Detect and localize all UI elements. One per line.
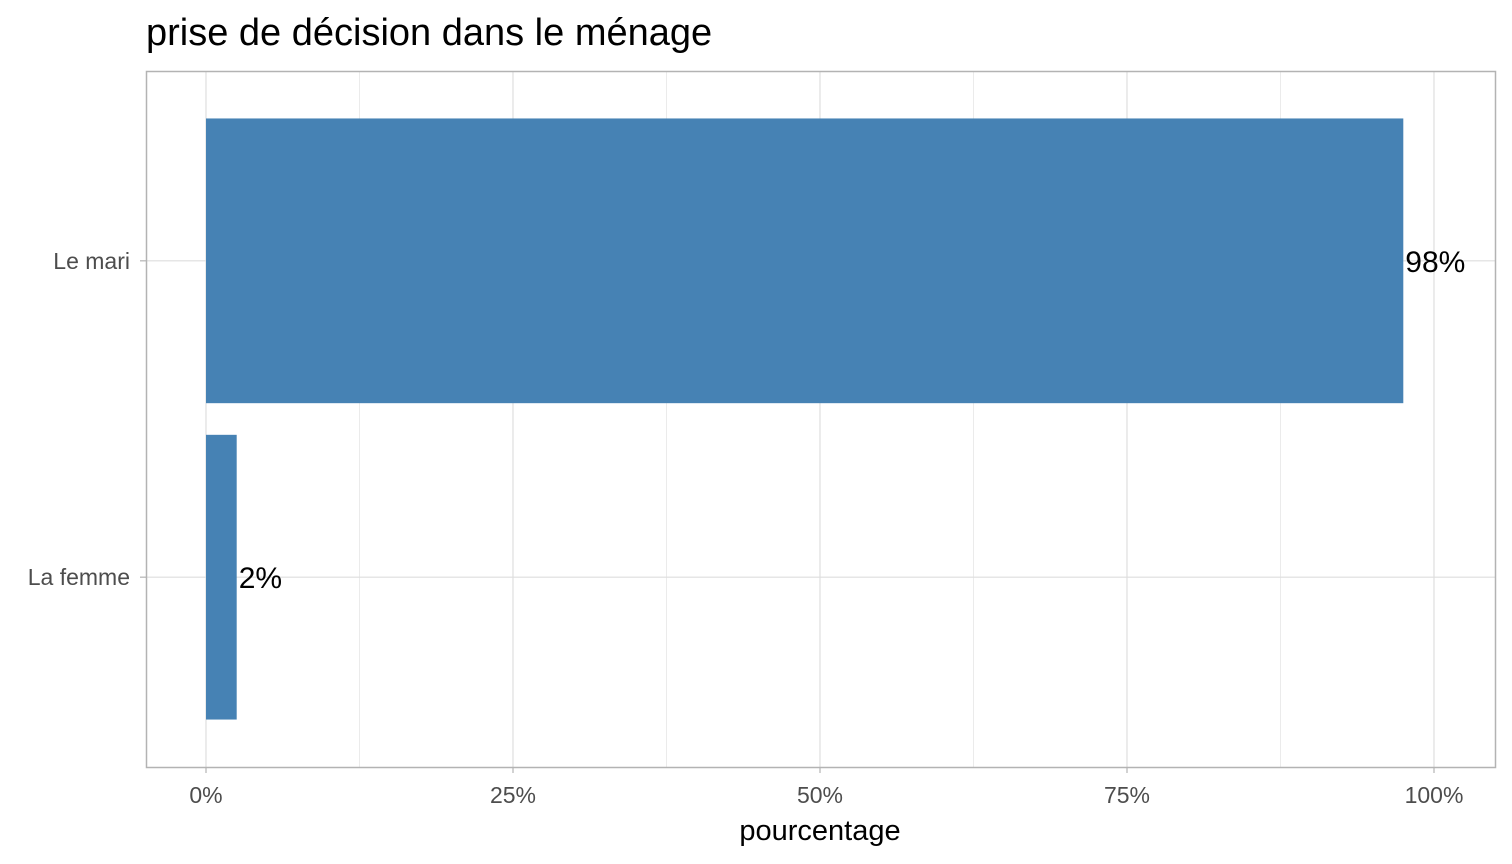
x-tick-label: 25% [490, 782, 536, 808]
x-tick-label: 75% [1104, 782, 1150, 808]
x-tick-label: 50% [797, 782, 843, 808]
data-labels: 2% 98% [239, 246, 1466, 595]
bars [206, 118, 1404, 720]
y-tick-label: La femme [28, 564, 130, 590]
chart-title: prise de décision dans le ménage [146, 12, 713, 54]
y-tick-label: Le mari [53, 248, 130, 274]
x-tick-label: 100% [1405, 782, 1464, 808]
data-label: 98% [1405, 246, 1465, 279]
panel-border [145, 70, 1497, 769]
data-label: 2% [239, 562, 282, 595]
axis-ticks: La femme Le mari 0% 25% 50% 75% 100% [28, 248, 1464, 808]
x-axis-title: pourcentage [739, 815, 900, 847]
bar-le-mari [206, 118, 1404, 404]
bar-la-femme [206, 434, 237, 720]
x-tick-label: 0% [189, 782, 222, 808]
